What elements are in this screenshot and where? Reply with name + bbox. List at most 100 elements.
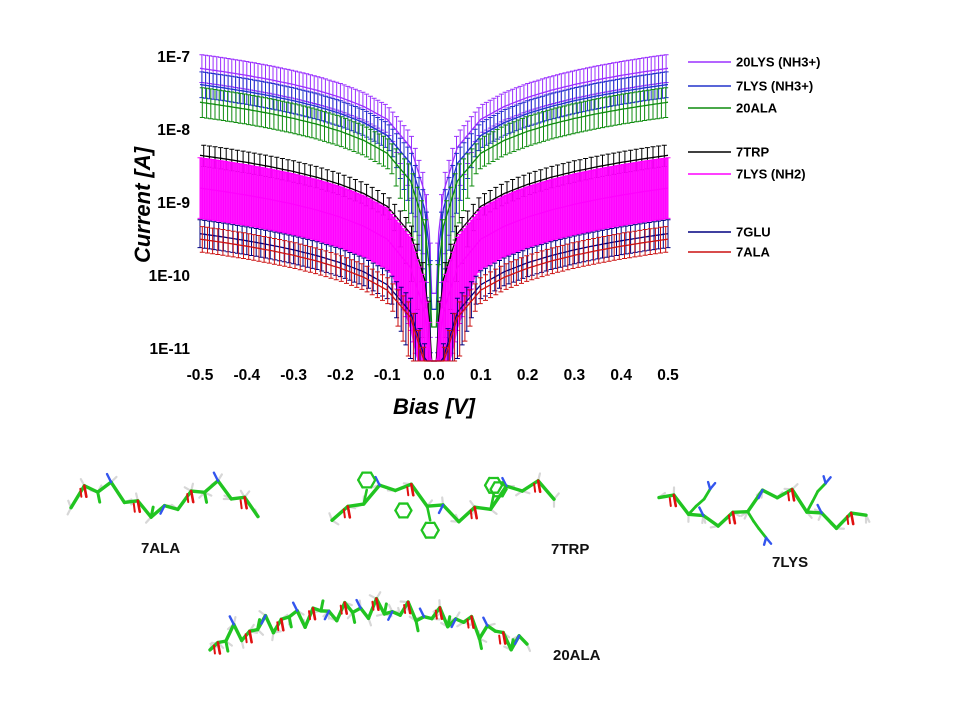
bond-stick (822, 475, 827, 485)
bond-stick (441, 503, 461, 524)
bond-stick (387, 610, 394, 621)
bond-stick (752, 519, 761, 531)
legend-label: 7GLU (736, 225, 771, 240)
bond-stick (362, 483, 382, 506)
bond-stick (687, 504, 698, 516)
bond-stick (457, 505, 477, 524)
bond-stick (224, 639, 230, 653)
bond-stick (136, 499, 153, 519)
bond-stick (790, 488, 796, 502)
bond-stick (96, 480, 113, 494)
x-tick-label: 0.1 (470, 367, 492, 384)
bond-stick (434, 609, 438, 620)
y-axis-title: Current [A] (130, 146, 155, 263)
bond-stick (369, 471, 377, 482)
bond-stick (488, 484, 509, 512)
bond-stick (377, 483, 398, 493)
legend-entry-7trp: 7TRP (688, 145, 770, 160)
molecule-20ala-structure (208, 591, 532, 655)
bond-stick (308, 610, 312, 621)
bond-stick (418, 607, 426, 618)
bond-stick (79, 487, 83, 498)
bond-stick (406, 600, 412, 615)
bond-stick (846, 515, 850, 526)
bond-stick (256, 618, 262, 632)
bond-stick (362, 488, 369, 506)
bond-stick (69, 484, 87, 510)
bond-stick (263, 613, 276, 635)
bond-stick (489, 488, 496, 498)
y-tick-label: 1E-10 (149, 268, 190, 285)
bond-stick (504, 484, 524, 493)
bond-stick (382, 602, 388, 616)
x-tick-label: -0.1 (374, 367, 401, 384)
bond-stick (470, 615, 475, 629)
bond-stick (469, 509, 473, 520)
bond-stick (228, 615, 235, 626)
bond-stick (517, 634, 529, 646)
molecule-label-7trp: 7TRP (551, 541, 590, 558)
bond-stick (536, 479, 542, 494)
legend-label: 20ALA (736, 101, 778, 116)
x-tick-label: -0.2 (327, 367, 354, 384)
bond-stick (811, 490, 820, 503)
bond-stick (224, 622, 236, 643)
bond-stick (420, 529, 428, 539)
bond-stick (82, 484, 100, 494)
bond-stick (358, 606, 371, 620)
series-20ala (199, 87, 669, 361)
bond-stick (701, 513, 720, 528)
legend-entry-7lys-nh2: 7LYS (NH2) (688, 167, 806, 182)
bond-stick (501, 476, 508, 488)
molecule-label-7lys: 7LYS (772, 554, 809, 571)
bond-stick (346, 502, 366, 509)
legend-label: 7LYS (NH3+) (736, 79, 813, 94)
bond-stick (403, 604, 407, 615)
molecule-label-7ala: 7ALA (141, 540, 181, 557)
bond-stick (276, 621, 280, 632)
bond-stick (242, 495, 260, 519)
bond-stick (489, 494, 495, 511)
bond-stick (159, 504, 166, 515)
bond-stick (672, 493, 678, 508)
bond-stick (176, 489, 193, 512)
bond-stick (186, 493, 190, 504)
x-tick-label: 0.3 (564, 367, 586, 384)
bond-stick (343, 601, 349, 615)
bond-stick (291, 601, 299, 612)
bond-stick (323, 609, 331, 621)
molecule-7lys-structure (657, 475, 871, 546)
legend-label: 20LYS (NH3+) (736, 55, 820, 70)
bond-stick (409, 482, 415, 497)
bond-stick (189, 489, 207, 495)
y-tick-label: 1E-7 (157, 49, 190, 66)
bond-stick (762, 536, 768, 546)
bond-stick (355, 598, 362, 610)
bond-stick (311, 606, 317, 621)
bond-stick (212, 644, 216, 655)
bond-stick (243, 495, 248, 510)
bond-stick (834, 511, 853, 531)
bond-stick (406, 486, 410, 497)
bond-stick (374, 475, 381, 487)
bond-stick (746, 510, 756, 523)
y-tick-label: 1E-9 (157, 195, 190, 212)
y-tick-label: 1E-8 (157, 122, 190, 139)
bond-stick (420, 521, 428, 532)
bond-stick (501, 488, 508, 498)
bond-stick (105, 472, 113, 484)
x-tick-label: 0.5 (657, 367, 679, 384)
x-tick-label: -0.3 (280, 367, 307, 384)
bond-stick (819, 511, 839, 531)
bond-stick (775, 487, 794, 500)
bond-stick (805, 510, 824, 515)
legend-entry-7glu: 7GLU (688, 225, 771, 240)
legend-entry-7ala: 7ALA (688, 245, 771, 260)
molecule-7ala-structure (66, 471, 260, 524)
bond-stick (212, 471, 220, 482)
legend-entry-20lys-nh3: 20LYS (NH3+) (688, 55, 820, 70)
bond-stick (787, 491, 791, 502)
bond-stick (433, 529, 440, 539)
legend-entry-20ala: 20ALA (688, 101, 778, 116)
